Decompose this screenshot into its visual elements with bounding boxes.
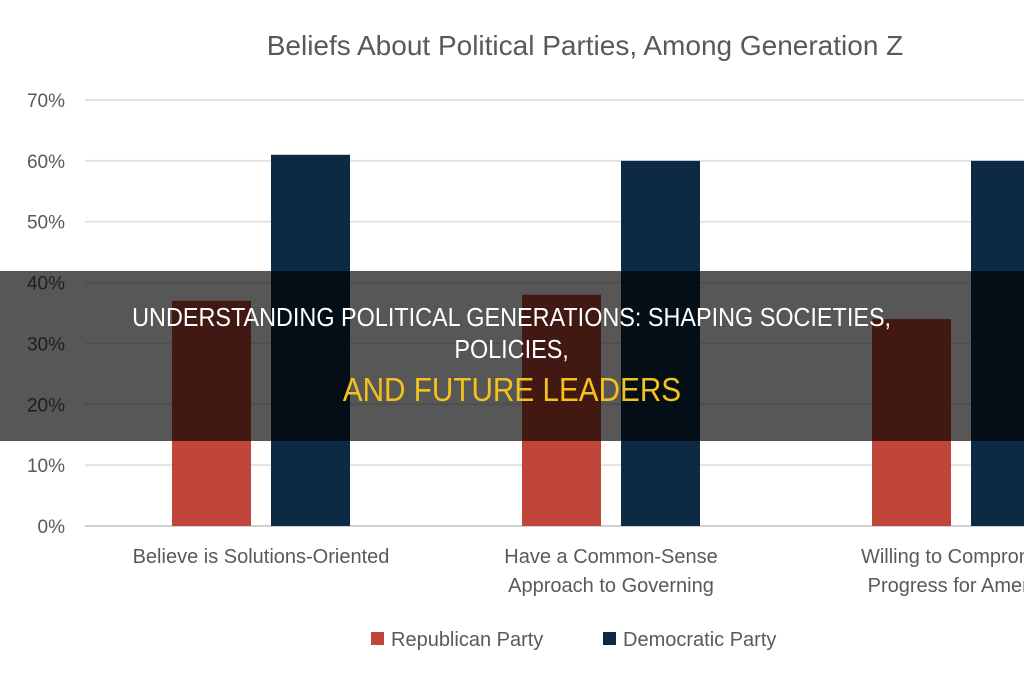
x-category-label: Approach to Governing bbox=[508, 575, 714, 597]
y-tick-label: 70% bbox=[27, 91, 65, 112]
y-tick-label: 0% bbox=[38, 517, 66, 538]
y-tick-label: 10% bbox=[27, 456, 65, 477]
x-category-label: Have a Common-Sense bbox=[504, 546, 717, 568]
y-tick-label: 50% bbox=[27, 213, 65, 234]
overlay-title-line2: POLICIES, bbox=[454, 334, 570, 364]
chart-title: Beliefs About Political Parties, Among G… bbox=[267, 30, 904, 61]
legend-swatch bbox=[371, 632, 384, 645]
x-category-label: Believe is Solutions-Oriented bbox=[133, 546, 390, 568]
overlay-title-line3: AND FUTURE LEADERS bbox=[342, 371, 682, 408]
title-overlay: UNDERSTANDING POLITICAL GENERATIONS: SHA… bbox=[0, 271, 1024, 441]
legend-label: Republican Party bbox=[391, 629, 543, 651]
x-category-label: Progress for America bbox=[868, 575, 1024, 597]
y-tick-label: 60% bbox=[27, 152, 65, 173]
legend-swatch bbox=[603, 632, 616, 645]
overlay-title-line1: UNDERSTANDING POLITICAL GENERATIONS: SHA… bbox=[132, 302, 892, 332]
x-category-label: Willing to Compromise bbox=[861, 546, 1024, 568]
legend-label: Democratic Party bbox=[623, 629, 776, 651]
